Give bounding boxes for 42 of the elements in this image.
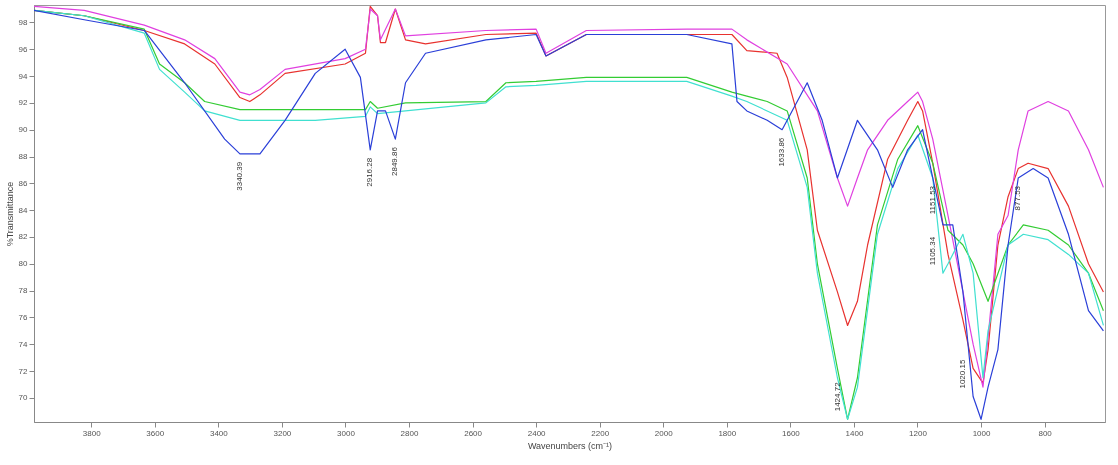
x-tick-label: 2600 <box>464 428 483 438</box>
y-tick-label: 86 <box>18 178 29 188</box>
annotation: 1151.53 <box>927 185 937 215</box>
y-tick-label: 92 <box>18 98 29 108</box>
y-tick-label: 78 <box>18 286 29 296</box>
x-tick-label: 3200 <box>273 428 292 438</box>
annotation: 1633.86 <box>777 137 787 167</box>
y-tick-label: 72 <box>18 366 29 376</box>
y-tick-label: 96 <box>18 44 29 54</box>
y-tick-label: 90 <box>18 125 29 135</box>
annotation: 2849.86 <box>390 146 400 177</box>
y-tick-label: 74 <box>18 339 29 349</box>
annotation: 877.53 <box>1013 185 1023 211</box>
annotation: 1424.72 <box>832 381 842 412</box>
x-tick-label: 1200 <box>909 428 928 438</box>
y-tick-label: 84 <box>18 205 29 215</box>
x-tick-label: 1400 <box>845 428 864 438</box>
x-tick-label: 2400 <box>527 428 547 438</box>
annotation: 1105.34 <box>927 236 937 266</box>
annotation: 2916.28 <box>365 157 375 187</box>
y-tick-label: 82 <box>18 232 29 242</box>
x-tick-label: 2800 <box>400 428 419 438</box>
y-tick-label: 80 <box>18 259 29 269</box>
y-tick-label: 70 <box>18 393 29 403</box>
y-tick-label: 76 <box>18 312 29 322</box>
y-tick-label: 94 <box>18 71 29 81</box>
x-tick-label: 3600 <box>146 428 165 438</box>
y-axis-title: %Transmittance <box>4 181 15 247</box>
y-tick-label: 88 <box>18 152 29 162</box>
x-tick-label: 1600 <box>781 428 801 438</box>
x-tick-label: 1800 <box>718 428 737 438</box>
y-tick-label: 98 <box>18 17 29 27</box>
annotation: 1020.15 <box>958 359 968 389</box>
x-tick-label: 2000 <box>654 428 674 438</box>
x-axis-title: Wavenumbers (cm⁻¹) <box>527 440 613 451</box>
x-tick-label: 800 <box>1038 428 1053 438</box>
x-tick-label: 3400 <box>209 428 229 438</box>
x-tick-label: 3800 <box>82 428 102 438</box>
x-tick-label: 3000 <box>337 428 356 438</box>
x-tick-label: 1000 <box>972 428 992 438</box>
x-tick-label: 2200 <box>591 428 610 438</box>
annotation: 3340.39 <box>234 161 244 191</box>
